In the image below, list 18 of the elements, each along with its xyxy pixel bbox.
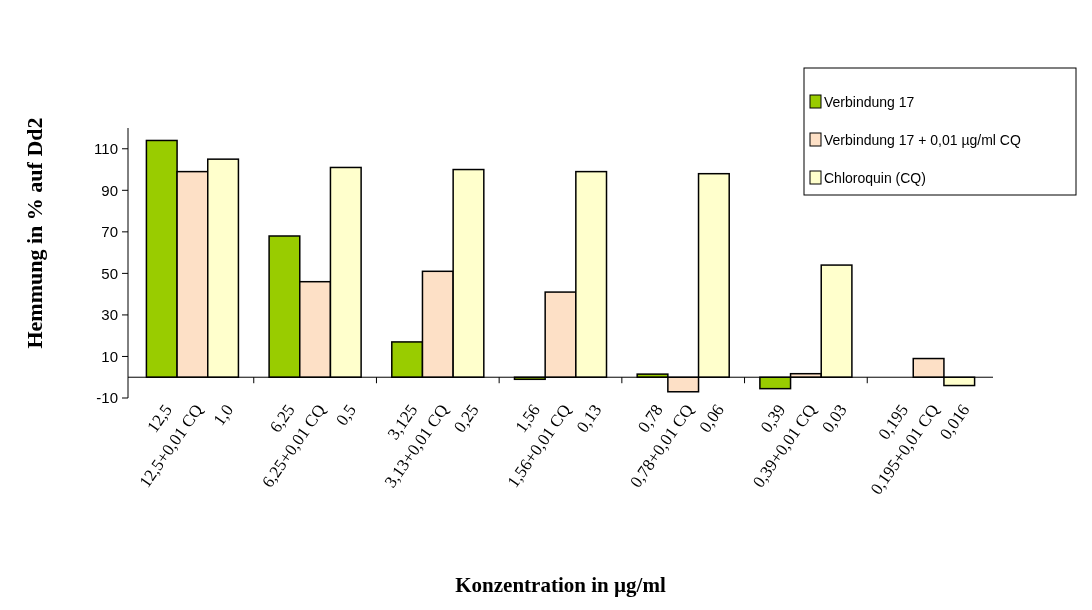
x-tick-label: 0,25	[450, 400, 483, 437]
y-tick-label: 70	[101, 223, 118, 241]
x-tick-label: 0,03	[818, 400, 851, 437]
legend-label: Verbindung 17 + 0,01 µg/ml CQ	[824, 131, 1021, 148]
x-tick-label: 0,13	[572, 400, 606, 437]
y-tick-label: 10	[101, 347, 118, 365]
x-tick-label: 0,5	[332, 400, 360, 430]
x-tick-label: 1,0	[209, 400, 238, 430]
legend-label: Verbindung 17	[824, 93, 915, 110]
y-tick-label: 90	[101, 181, 118, 199]
x-tick-label: 0,06	[695, 400, 729, 437]
legend-label: Chloroquin (CQ)	[824, 169, 926, 186]
y-tick-label: 30	[101, 306, 118, 324]
y-tick-label: 110	[94, 140, 118, 158]
y-tick-label: -10	[96, 389, 118, 407]
y-axis-title: Hemmung in % auf Dd2	[22, 117, 47, 349]
x-axis-title: Konzentration in µg/ml	[455, 573, 666, 597]
y-tick-label: 50	[101, 264, 118, 282]
